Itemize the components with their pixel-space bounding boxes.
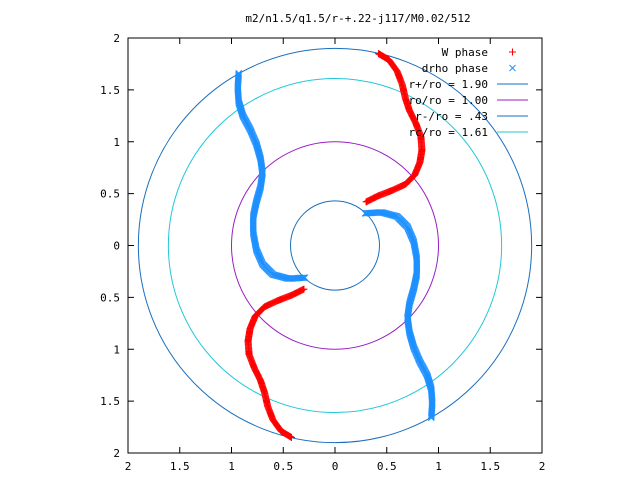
legend-label: W phase [442,46,488,59]
w-phase-point [300,285,308,293]
x-tick-label: 1 [435,460,442,473]
reference-circles [137,47,533,444]
chart-title: m2/n1.5/q1.5/r-+.22-j117/M0.02/512 [245,12,470,25]
drho-phase-point [362,209,370,217]
y-tick-label: 1 [113,136,120,149]
circle-3 [167,77,503,414]
drho-phase-point [361,209,369,217]
x-tick-label: 2 [539,460,546,473]
y-tick-label: 1 [113,343,120,356]
drho-phase-point [301,274,309,282]
legend: W phase drho phase r+/ro = 1.90 ro/ro = 1.0… [409,46,528,139]
x-tick-label: 0.5 [273,460,293,473]
circle-1 [231,141,439,350]
legend-label: r+/ro = 1.90 [409,78,488,91]
y-tick-label: 0.5 [100,291,120,304]
legend-label: r-/ro = .43 [415,110,488,123]
w-phase-point [362,198,370,206]
y-tick-label: 0.5 [100,188,120,201]
axis-ticks: 2 1.5 1 0.5 0 0.5 1 1.5 221.510.500.511.52 [100,32,545,473]
drho-phase-point [299,274,306,282]
legend-marker-plus [509,48,516,56]
drho-phase-point [364,209,371,217]
x-tick-label: 1.5 [170,460,190,473]
x-tick-label: 1 [228,460,235,473]
y-tick-label: 2 [113,447,120,460]
legend-label: drho phase [422,62,488,75]
y-tick-label: 1.5 [100,84,120,97]
x-tick-label: 0.5 [377,460,397,473]
legend-label: ro/ro = 1.00 [409,94,488,107]
y-tick-label: 1.5 [100,395,120,408]
x-tick-label: 1.5 [480,460,500,473]
x-tick-label: 2 [125,460,132,473]
drho-phase-point [300,274,308,282]
circle-0 [137,47,533,444]
legend-label: rc/ro = 1.61 [409,126,488,139]
x-tick-label: 0 [332,460,339,473]
y-tick-label: 2 [113,32,120,45]
y-tick-label: 0 [113,240,120,253]
data-points [234,50,436,441]
circle-2 [289,200,381,291]
legend-marker-cross [509,64,516,72]
